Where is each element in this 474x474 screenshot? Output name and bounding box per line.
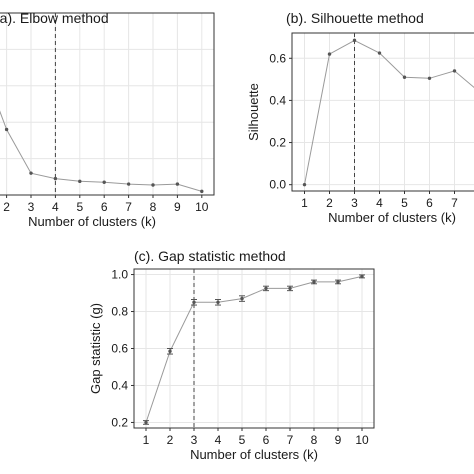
x-tick-label: 5 [401, 196, 408, 210]
chart-title: (b). Silhouette method [286, 10, 424, 26]
x-tick-label: 8 [311, 433, 318, 447]
x-tick-label: 6 [263, 433, 270, 447]
data-point [302, 182, 307, 187]
x-tick-label: 5 [76, 200, 83, 214]
y-axis-label: Silhouette [246, 83, 261, 141]
data-point [78, 179, 82, 184]
data-point [288, 286, 292, 291]
data-point [377, 51, 382, 55]
data-point [402, 75, 407, 79]
data-point [102, 180, 106, 184]
x-tick-label: 3 [351, 196, 358, 210]
data-point [336, 280, 340, 284]
x-tick-label: 1 [301, 196, 308, 210]
y-tick-label: 0.2 [111, 415, 128, 429]
data-point [168, 349, 172, 353]
y-tick-label: 0.6 [269, 51, 286, 65]
series-line [145, 275, 363, 423]
x-tick-label: 3 [191, 433, 198, 447]
gap-statistic-chart: 1 2 3 4 5 6 7 8 9 10 0.2 0.4 0.6 0.8 1.0 Number of clus… [88, 248, 375, 462]
chart-title: (c). Gap statistic method [134, 248, 286, 264]
x-tick-label: 2 [167, 433, 174, 447]
elbow-chart: 12345678910Number of clusters (k)(a). El… [0, 10, 215, 229]
data-point [126, 182, 131, 186]
data-point [192, 300, 196, 304]
x-tick-label: 7 [125, 200, 132, 214]
y-tick-label: 0.4 [269, 93, 286, 107]
data-point [29, 171, 33, 175]
x-tick-label: 7 [287, 433, 294, 447]
x-tick-label: 4 [52, 200, 59, 214]
x-tick-label: 6 [101, 200, 108, 214]
series-line [0, 110, 202, 192]
x-tick-label: 5 [239, 433, 246, 447]
data-point [175, 182, 180, 186]
data-point [360, 274, 364, 279]
data-point [240, 296, 244, 301]
series-line [304, 39, 474, 185]
x-tick-label: 1 [143, 433, 150, 447]
plot-frame [291, 32, 474, 192]
chart-title: (a). Elbow method [0, 10, 109, 26]
plot-frame [0, 12, 215, 196]
x-tick-label: 10 [355, 433, 369, 447]
x-tick-label: 6 [426, 196, 433, 210]
x-tick-label: 8 [150, 200, 157, 214]
data-point [327, 52, 332, 56]
x-axis-label: Number of clusters (k) [190, 447, 318, 462]
data-point [53, 176, 58, 181]
y-axis-label: Gap statistic (g) [88, 303, 103, 394]
x-axis-label: Number of clusters (k) [328, 210, 456, 225]
y-tick-label: 1.0 [111, 268, 128, 282]
data-point [312, 280, 316, 284]
y-tick-label: 0.4 [111, 378, 128, 392]
data-point [200, 189, 204, 194]
x-tick-label: 9 [174, 200, 181, 214]
x-tick-label: 4 [376, 196, 383, 210]
data-point [144, 420, 148, 425]
x-tick-label: 2 [326, 196, 333, 210]
y-tick-label: 0.6 [111, 342, 128, 356]
data-point [151, 183, 155, 187]
data-point [352, 38, 357, 43]
grid-lines [0, 13, 214, 195]
data-point [4, 127, 9, 132]
data-point [427, 76, 432, 80]
y-tick-label: 0.8 [111, 305, 128, 319]
x-tick-label: 7 [451, 196, 458, 210]
y-tick-label: 0.2 [269, 136, 286, 150]
data-point [264, 286, 268, 291]
x-tick-label: 2 [3, 200, 10, 214]
data-point [216, 300, 220, 304]
x-tick-label: 10 [195, 200, 209, 214]
y-tick-label: 0.0 [269, 178, 286, 192]
x-axis-label: Number of clusters (k) [28, 214, 156, 229]
x-tick-label: 4 [215, 433, 222, 447]
data-point [452, 69, 457, 73]
x-tick-label: 9 [335, 433, 342, 447]
x-tick-label: 3 [28, 200, 35, 214]
